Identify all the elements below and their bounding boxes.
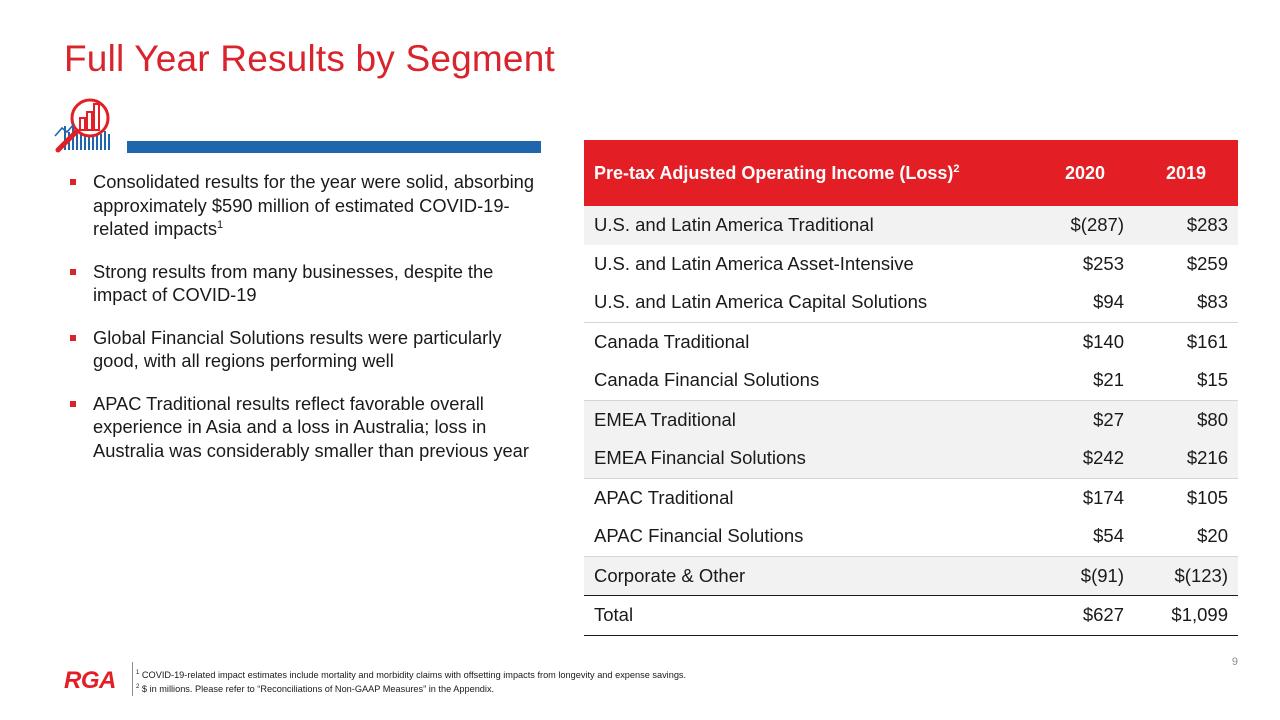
row-label: U.S. and Latin America Asset-Intensive xyxy=(594,252,914,274)
bullet-item: APAC Traditional results reflect favorab… xyxy=(66,392,536,463)
bullet-list: Consolidated results for the year were s… xyxy=(66,170,536,481)
row-label: EMEA Financial Solutions xyxy=(584,439,1036,478)
value-2020: $(91) xyxy=(1036,555,1134,596)
table-row: Canada Traditional $140 $161 xyxy=(584,321,1238,361)
bullet-text: Consolidated results for the year were s… xyxy=(93,171,535,239)
value-2019: $216 xyxy=(1134,439,1238,478)
header-2020: 2020 xyxy=(1036,140,1134,206)
value-2019: $283 xyxy=(1134,206,1238,245)
row-label: EMEA Traditional xyxy=(584,399,1036,439)
footnotes: 1 COVID-19-related impact estimates incl… xyxy=(136,668,686,696)
bullet-square-icon xyxy=(70,268,76,275)
table-row: EMEA Financial Solutions $242 $216 xyxy=(584,439,1238,478)
value-2019: $83 xyxy=(1197,291,1228,313)
footnote-2: 2 $ in millions. Please refer to “Reconc… xyxy=(136,683,495,694)
rga-logo: RGA xyxy=(64,667,116,694)
value-2019: $105 xyxy=(1134,477,1238,517)
value-2020: $242 xyxy=(1036,439,1134,478)
value-2020: $27 xyxy=(1036,399,1134,439)
footnote-ref: 1 xyxy=(216,218,224,231)
table-row: Canada Financial Solutions $21 $15 xyxy=(584,361,1238,400)
chart-magnifier-icon xyxy=(54,98,110,153)
bullet-text: APAC Traditional results reflect favorab… xyxy=(93,392,529,461)
table-header-row: Pre-tax Adjusted Operating Income (Loss)… xyxy=(584,140,1238,206)
row-label: Corporate & Other xyxy=(584,555,1036,596)
value-2019: $80 xyxy=(1134,399,1238,439)
bullet-square-icon xyxy=(70,400,76,407)
footnote-1: 1 COVID-19-related impact estimates incl… xyxy=(136,669,687,680)
footer-divider xyxy=(132,662,133,696)
table-row: U.S. and Latin America Traditional $(287… xyxy=(584,206,1238,245)
page-title: Full Year Results by Segment xyxy=(64,38,555,79)
page-number: 9 xyxy=(1231,656,1238,668)
row-label: U.S. and Latin America Capital Solutions xyxy=(594,291,928,313)
row-label: U.S. and Latin America Traditional xyxy=(584,206,1036,245)
value-2020: $627 xyxy=(1036,595,1134,636)
header-label: Pre-tax Adjusted Operating Income (Loss)… xyxy=(584,140,1036,206)
value-2019: $1,099 xyxy=(1134,595,1238,636)
value-2020: $253 xyxy=(1082,252,1124,274)
bullet-text: Global Financial Solutions results were … xyxy=(93,326,502,372)
section-divider xyxy=(127,141,541,153)
bullet-square-icon xyxy=(70,179,76,185)
value-2019: $(123) xyxy=(1134,555,1238,596)
row-label: APAC Financial Solutions xyxy=(594,525,804,547)
bullet-square-icon xyxy=(70,334,76,341)
header-2019: 2019 xyxy=(1134,140,1238,206)
bullet-text: Strong results from many businesses, des… xyxy=(93,260,494,306)
table-total-row: Total $627 $1,099 xyxy=(584,595,1238,636)
row-label: Canada Financial Solutions xyxy=(594,369,820,391)
table-row: APAC Traditional $174 $105 xyxy=(584,477,1238,517)
table-row: EMEA Traditional $27 $80 xyxy=(584,399,1238,439)
bullet-item: Consolidated results for the year were s… xyxy=(66,170,536,241)
value-2020: $140 xyxy=(1036,321,1134,361)
segment-results-table: Pre-tax Adjusted Operating Income (Loss)… xyxy=(584,140,1238,636)
table-row: U.S. and Latin America Capital Solutions… xyxy=(584,283,1238,322)
value-2020: $54 xyxy=(1093,525,1124,547)
bullet-item: Global Financial Solutions results were … xyxy=(66,326,536,373)
value-2019: $259 xyxy=(1186,252,1228,274)
value-2019: $161 xyxy=(1134,321,1238,361)
row-label: Canada Traditional xyxy=(584,321,1036,361)
value-2020: $94 xyxy=(1093,291,1124,313)
table-row: Corporate & Other $(91) $(123) xyxy=(584,555,1238,596)
row-label: APAC Traditional xyxy=(584,477,1036,517)
value-2020: $21 xyxy=(1093,369,1124,391)
table-row: APAC Financial Solutions $54 $20 xyxy=(584,517,1238,556)
bullet-item: Strong results from many businesses, des… xyxy=(66,260,536,307)
value-2020: $174 xyxy=(1036,477,1134,517)
row-label: Total xyxy=(584,595,1036,636)
value-2019: $20 xyxy=(1197,525,1228,547)
table-row: U.S. and Latin America Asset-Intensive $… xyxy=(584,245,1238,284)
value-2019: $15 xyxy=(1197,369,1228,391)
value-2020: $(287) xyxy=(1036,206,1134,245)
